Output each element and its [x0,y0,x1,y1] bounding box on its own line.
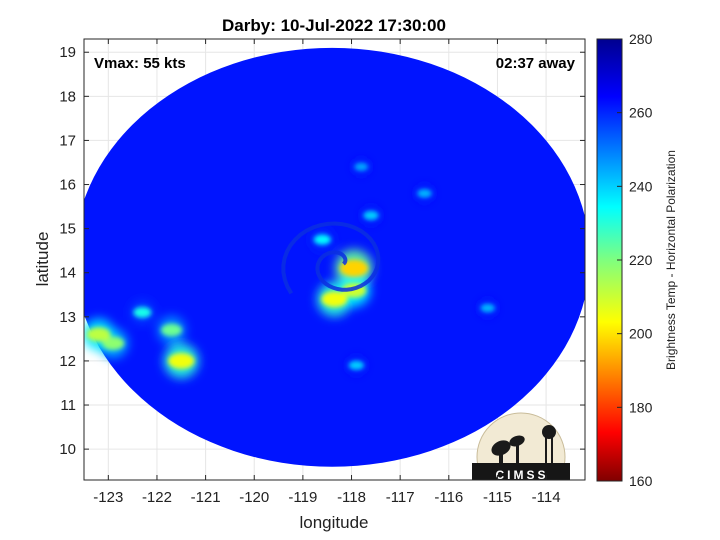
feature-core-10 [161,323,183,337]
y-tick-label-5: 15 [59,221,76,238]
colorbar-tick-label-3: 220 [629,252,653,268]
y-tick-label-4: 14 [59,265,76,282]
x-tick-label-0: -123 [93,489,123,506]
feature-core-4 [363,210,379,221]
x-tick-label-6: -117 [386,489,415,506]
colorbar-tick-label-6: 280 [629,31,653,47]
y-tick-label-7: 17 [59,132,76,149]
y-tick-label-3: 13 [59,309,76,326]
colorbar-tick-label-1: 180 [629,399,653,415]
feature-core-11 [133,307,152,318]
y-tick-label-1: 11 [60,397,76,414]
y-tick-label-8: 18 [59,88,76,105]
x-tick-label-1: -122 [142,489,172,506]
eyewall-spiral [281,221,381,295]
cimss-logo-text: CIMSS [495,468,548,482]
feature-core-5 [354,162,369,172]
chart-title: Darby: 10-Jul-2022 17:30:00 [222,16,446,35]
x-tick-label-8: -115 [483,489,512,506]
colorbar-tick-label-5: 260 [629,105,653,121]
colorbar-ticks: 160 180 200 220 240 260 280 [617,31,653,489]
colorbar-tick-label-4: 240 [629,178,653,194]
y-axis-label: latitude [33,232,52,287]
feature-core-3 [313,234,331,245]
x-axis-label: longitude [299,513,368,532]
feature-core-8 [102,336,125,350]
y-tick-label-2: 12 [59,353,76,370]
x-tick-label-2: -121 [191,489,221,506]
feature-core-9 [86,327,111,342]
x-axis-ticks: -123 -122 -121 -120 -119 -118 -117 -116 -115 -114 [93,39,561,506]
colorbar-tick-label-2: 200 [629,326,653,342]
feature-core-13 [480,303,496,313]
y-tick-label-0: 10 [59,441,76,458]
cimss-logo: CIMSS [472,412,570,482]
y-tick-label-6: 16 [59,177,76,194]
x-tick-label-5: -118 [337,489,366,506]
feature-core-0 [321,291,348,308]
x-tick-label-3: -120 [239,489,269,506]
feature-core-1 [339,259,369,277]
colorbar-label: Brightness Temp - Horizontal Polarizatio… [664,150,678,370]
feature-core-7 [168,353,195,369]
y-tick-label-9: 19 [59,44,76,61]
time-away-annotation: 02:37 away [496,55,576,72]
x-tick-label-4: -119 [288,489,317,506]
plot-frame [83,38,586,481]
y-axis-ticks: 10 11 12 13 14 15 16 17 18 19 [59,44,585,458]
x-tick-label-7: -116 [434,489,463,506]
feature-core-6 [417,188,432,198]
scan-swath [84,47,585,467]
x-tick-label-9: -114 [532,489,561,506]
colorbar-tick-label-0: 160 [629,473,653,489]
feature-core-12 [348,360,365,371]
vmax-annotation: Vmax: 55 kts [94,55,186,72]
